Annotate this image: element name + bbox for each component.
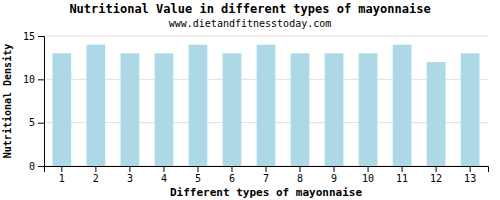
x-tick-label: 2 bbox=[93, 173, 99, 184]
x-tick-mark bbox=[470, 166, 471, 172]
x-tick-mark bbox=[95, 166, 96, 172]
x-tick-label: 3 bbox=[127, 173, 133, 184]
grid-line bbox=[44, 36, 488, 37]
x-tick: 2 bbox=[93, 166, 99, 184]
y-axis-line bbox=[38, 37, 45, 167]
title: Nutritional Value in different types of … bbox=[69, 2, 430, 16]
x-tick-label: 6 bbox=[229, 173, 235, 184]
x-tick: 11 bbox=[396, 166, 408, 184]
x-tick-label: 10 bbox=[362, 173, 374, 184]
x-tick: 9 bbox=[331, 166, 337, 184]
x-axis-label: Different types of mayonnaise bbox=[170, 186, 362, 199]
bar bbox=[53, 53, 72, 166]
x-tick: 13 bbox=[464, 166, 476, 184]
x-tick: 1 bbox=[59, 166, 65, 184]
x-tick-label: 1 bbox=[59, 173, 65, 184]
x-tick-mark bbox=[436, 166, 437, 172]
y-axis: 0 5 10 15 bbox=[23, 31, 45, 172]
x-tick-mark bbox=[163, 166, 164, 172]
x-tick-mark bbox=[368, 166, 369, 172]
x-tick-mark bbox=[402, 166, 403, 172]
x-tick-label: 8 bbox=[297, 173, 303, 184]
bar bbox=[427, 62, 446, 166]
y-tick-label: 15 bbox=[23, 31, 35, 42]
y-tick-mark bbox=[38, 166, 44, 167]
x-tick-label: 4 bbox=[161, 173, 167, 184]
bar bbox=[359, 53, 378, 166]
x-tick-mark bbox=[231, 166, 232, 172]
x-tick: 3 bbox=[127, 166, 133, 184]
x-axis: 12345678910111213 bbox=[45, 166, 489, 184]
x-tick: 8 bbox=[297, 166, 303, 184]
x-tick: 12 bbox=[430, 166, 442, 184]
y-axis-label: Nutritional Density bbox=[2, 44, 13, 158]
x-tick: 6 bbox=[229, 166, 235, 184]
y-tick: 15 bbox=[23, 31, 44, 42]
y-tick-label: 0 bbox=[29, 161, 35, 172]
plot-area: 12345678910111213051015 bbox=[23, 31, 489, 184]
x-tick-mark bbox=[300, 166, 301, 172]
x-tick-mark bbox=[266, 166, 267, 172]
x-axis-line bbox=[45, 167, 489, 173]
y-tick-mark bbox=[38, 36, 44, 37]
grid bbox=[44, 36, 488, 166]
y-tick-label: 10 bbox=[23, 74, 35, 85]
bar bbox=[87, 45, 106, 166]
x-tick-label: 13 bbox=[464, 173, 476, 184]
x-tick: 5 bbox=[195, 166, 201, 184]
x-tick-mark bbox=[334, 166, 335, 172]
chart-svg: Nutritional Value in different types of … bbox=[0, 0, 500, 200]
x-tick-label: 5 bbox=[195, 173, 201, 184]
y-tick-mark bbox=[38, 123, 44, 124]
x-tick-mark bbox=[129, 166, 130, 172]
x-tick-mark bbox=[197, 166, 198, 172]
x-tick: 10 bbox=[362, 166, 374, 184]
bar bbox=[223, 53, 242, 166]
bar bbox=[393, 45, 412, 166]
x-tick-label: 9 bbox=[331, 173, 337, 184]
bar bbox=[155, 53, 174, 166]
y-tick: 10 bbox=[23, 74, 44, 85]
bar bbox=[291, 53, 310, 166]
y-tick-mark bbox=[38, 79, 44, 80]
y-tick-label: 5 bbox=[29, 117, 35, 128]
x-tick: 4 bbox=[161, 166, 167, 184]
x-tick-label: 7 bbox=[263, 173, 269, 184]
x-tick-mark bbox=[61, 166, 62, 172]
subtitle: www.dietandfitnesstoday.com bbox=[169, 18, 332, 29]
bar bbox=[325, 53, 344, 166]
bar bbox=[257, 45, 276, 166]
chart-container: Nutritional Value in different types of … bbox=[0, 0, 500, 200]
y-tick: 0 bbox=[29, 161, 44, 172]
bar bbox=[461, 53, 480, 166]
bars bbox=[53, 45, 480, 166]
bar bbox=[121, 53, 140, 166]
y-tick: 5 bbox=[29, 117, 44, 128]
bar bbox=[189, 45, 208, 166]
x-tick-label: 12 bbox=[430, 173, 442, 184]
x-tick-label: 11 bbox=[396, 173, 408, 184]
x-tick: 7 bbox=[263, 166, 269, 184]
